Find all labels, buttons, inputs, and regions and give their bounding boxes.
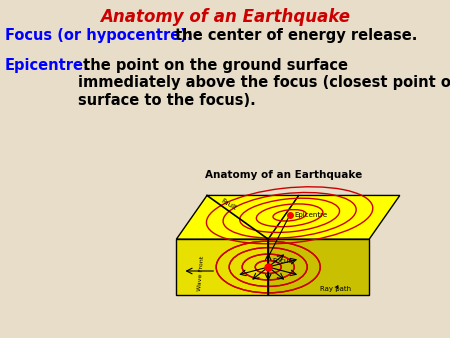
Text: Focus: Focus (273, 258, 293, 264)
Text: Wave Front: Wave Front (197, 255, 205, 291)
Text: Fault: Fault (220, 198, 237, 211)
Polygon shape (176, 195, 299, 239)
Text: Ray path: Ray path (320, 286, 351, 292)
Polygon shape (268, 239, 369, 295)
Text: Anatomy of an Earthquake: Anatomy of an Earthquake (205, 170, 362, 179)
Text: Anatomy of an Earthquake: Anatomy of an Earthquake (100, 8, 350, 26)
Text: Epicentre: Epicentre (294, 212, 327, 218)
Text: Epicentre:: Epicentre: (5, 58, 90, 73)
Text: the center of energy release.: the center of energy release. (170, 28, 418, 43)
Polygon shape (268, 195, 400, 239)
Polygon shape (176, 239, 268, 295)
Text: Focus (or hypocentre):: Focus (or hypocentre): (5, 28, 193, 43)
Text: the point on the ground surface
immediately above the focus (closest point on th: the point on the ground surface immediat… (78, 58, 450, 108)
